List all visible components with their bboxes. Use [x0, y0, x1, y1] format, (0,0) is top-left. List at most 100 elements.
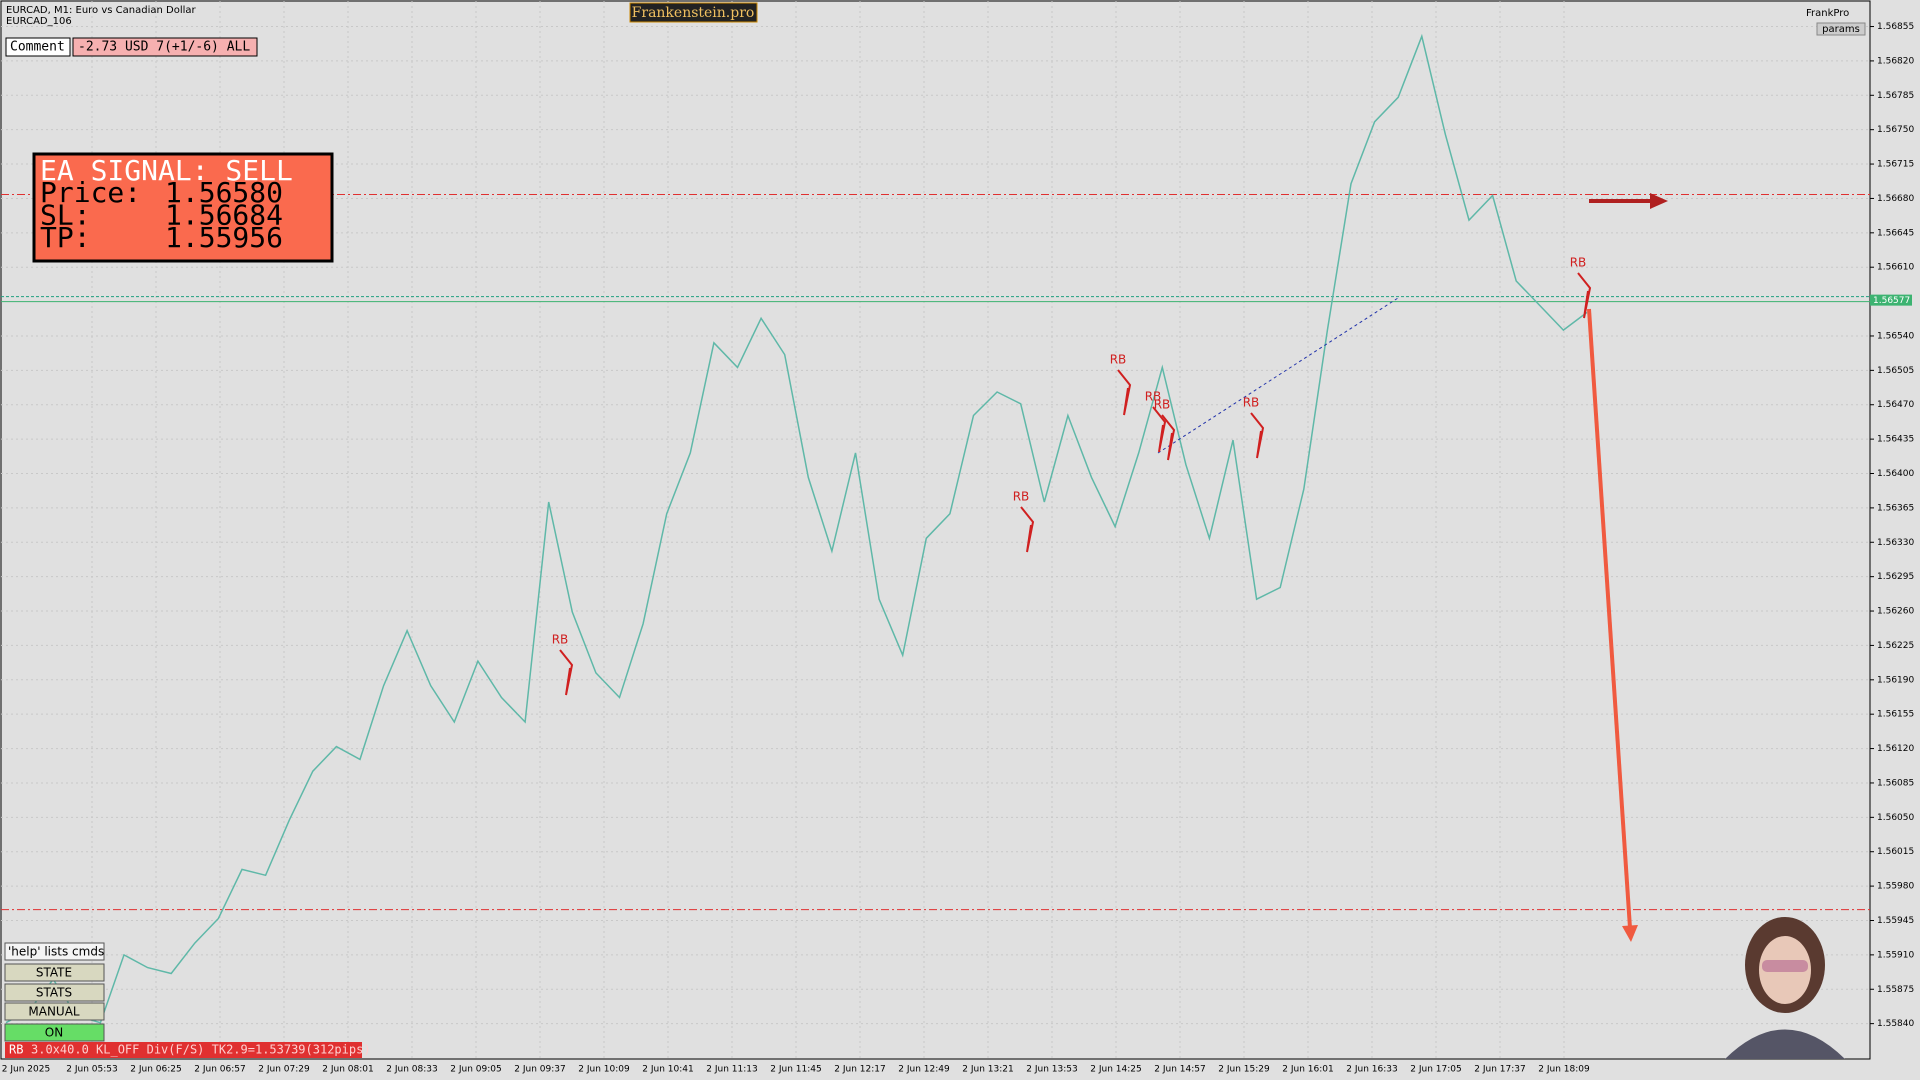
pattern-label: RB — [1013, 490, 1030, 504]
y-tick-label: 1.56295 — [1877, 572, 1914, 582]
cmd-button-label: 'help' lists cmds — [8, 945, 104, 959]
x-tick-label: 2 Jun 17:37 — [1474, 1065, 1525, 1075]
comment-text: -2.73 USD 7(+1/-6) ALL — [78, 40, 250, 55]
brand-box — [629, 2, 758, 23]
y-tick-label: 1.55980 — [1877, 882, 1914, 892]
x-tick-label: 2 Jun 13:53 — [1026, 1065, 1077, 1075]
y-tick-label: 1.56715 — [1877, 160, 1914, 170]
x-tick-label: 2 Jun 07:29 — [258, 1065, 310, 1075]
x-tick-label: 2 Jun 18:09 — [1538, 1065, 1590, 1075]
y-tick-label: 1.56365 — [1877, 503, 1914, 513]
plot-frame — [0, 0, 1871, 1060]
signal-label: TP: — [40, 221, 91, 254]
y-tick-label: 1.56470 — [1877, 400, 1914, 410]
signal-label: Price: — [40, 176, 141, 209]
x-tick-label: 2 Jun 09:05 — [450, 1065, 501, 1075]
pattern-zigzag — [1161, 414, 1176, 461]
x-tick-label: 2 Jun 06:57 — [194, 1065, 245, 1075]
tp-arrow-head — [1622, 925, 1638, 942]
y-tick-label: 1.55840 — [1877, 1019, 1914, 1029]
pattern-label: RB — [1145, 390, 1162, 404]
pattern-label: RB — [1154, 398, 1171, 412]
pattern-zigzag — [1152, 406, 1167, 453]
y-tick-label: 1.56435 — [1877, 435, 1914, 445]
y-tick-label: 1.55945 — [1877, 916, 1914, 926]
y-tick-label: 1.56400 — [1877, 469, 1914, 479]
params-button[interactable] — [1816, 22, 1866, 36]
x-tick-label: 2 Jun 05:53 — [66, 1065, 117, 1075]
price-line — [5, 33, 1588, 1024]
signal-value: 1.55956 — [165, 221, 283, 254]
y-tick-label: 1.55910 — [1877, 950, 1914, 960]
cmd-button-label[interactable]: STATS — [36, 986, 72, 1000]
comment-result-box — [72, 37, 258, 57]
pattern-zigzag — [1250, 412, 1265, 459]
x-tick-label: 2 Jun 10:09 — [578, 1065, 630, 1075]
x-tick-label: 2 Jun 10:41 — [642, 1065, 693, 1075]
y-tick-label: 1.56505 — [1877, 366, 1914, 376]
x-tick-label: 2 Jun 16:33 — [1346, 1065, 1397, 1075]
avatar-body — [1725, 1029, 1845, 1059]
symbol-label: EURCAD, M1: Euro vs Canadian Dollar — [6, 5, 197, 16]
sell-arrow-h-head — [1650, 193, 1668, 209]
cmd-button — [4, 942, 105, 961]
pattern-zigzag — [1020, 506, 1035, 553]
y-tick-label: 1.56120 — [1877, 744, 1914, 754]
pattern-zigzag — [1577, 272, 1592, 319]
x-tick-label: 2 Jun 11:45 — [770, 1065, 821, 1075]
pattern-label: RB — [1243, 396, 1260, 410]
y-tick-label: 1.56225 — [1877, 641, 1914, 651]
cmd-button-label[interactable]: STATE — [36, 966, 72, 980]
status-text: 3.0x40.0 KL_OFF Div(F/S) TK2.9=1.53739(3… — [31, 1043, 371, 1057]
y-tick-label: 1.56155 — [1877, 710, 1914, 720]
y-tick-label: 1.56190 — [1877, 675, 1914, 685]
x-tick-label: 2 Jun 13:21 — [962, 1065, 1013, 1075]
signal-value: 1.56580 — [165, 176, 283, 209]
x-tick-label: 2 Jun 12:49 — [898, 1065, 950, 1075]
y-tick-label: 1.56645 — [1877, 228, 1914, 238]
y-tick-label: 1.56785 — [1877, 91, 1914, 101]
signal-value: 1.56684 — [165, 199, 283, 232]
y-tick-label: 1.56085 — [1877, 778, 1914, 788]
y-tick-label: 1.56820 — [1877, 56, 1914, 66]
x-tick-label: 2 Jun 12:17 — [834, 1065, 885, 1075]
pattern-zigzag — [1117, 369, 1132, 416]
cmd-button[interactable] — [4, 963, 105, 982]
signal-panel — [32, 152, 334, 263]
x-tick-label: 2 Jun 14:57 — [1154, 1065, 1205, 1075]
user: FrankPro — [1806, 8, 1849, 19]
status-bar — [5, 1042, 362, 1058]
x-tick-label: 2 Jun 16:01 — [1282, 1065, 1333, 1075]
signal-label: SL: — [40, 199, 91, 232]
cmd-button-label[interactable]: ON — [45, 1026, 63, 1040]
params-label[interactable]: params — [1822, 24, 1860, 35]
cmd-button[interactable] — [4, 1023, 105, 1042]
account-label: EURCAD_106 — [6, 16, 72, 27]
x-tick-label: 2 Jun 2025 — [2, 1065, 50, 1075]
avatar — [1725, 917, 1845, 1059]
comment-label: Comment — [10, 40, 65, 55]
brand: Frankenstein.pro — [632, 5, 755, 21]
pattern-label: RB — [552, 633, 569, 647]
cmd-button[interactable] — [4, 983, 105, 1002]
y-tick-label: 1.55875 — [1877, 985, 1914, 995]
x-tick-label: 2 Jun 14:25 — [1090, 1065, 1141, 1075]
signal-title: EA SIGNAL: SELL — [40, 154, 293, 187]
y-tick-label: 1.56260 — [1877, 607, 1914, 617]
y-tick-label: 1.56330 — [1877, 538, 1914, 548]
x-tick-label: 2 Jun 09:37 — [514, 1065, 565, 1075]
cmd-button[interactable] — [4, 1002, 105, 1021]
y-tick-label: 1.56750 — [1877, 125, 1914, 135]
status-tag: RB — [9, 1043, 23, 1057]
x-tick-label: 2 Jun 06:25 — [130, 1065, 181, 1075]
y-tick-label: 1.56050 — [1877, 813, 1914, 823]
y-tick-label: 1.56015 — [1877, 847, 1914, 857]
y-tick-label: 1.56855 — [1877, 22, 1914, 32]
x-tick-label: 2 Jun 08:33 — [386, 1065, 437, 1075]
cmd-button-label[interactable]: MANUAL — [28, 1005, 80, 1019]
comment-box — [5, 37, 71, 57]
pattern-label: RB — [1110, 353, 1127, 367]
x-tick-label: 2 Jun 15:29 — [1218, 1065, 1270, 1075]
pattern-label: RB — [1570, 256, 1587, 270]
